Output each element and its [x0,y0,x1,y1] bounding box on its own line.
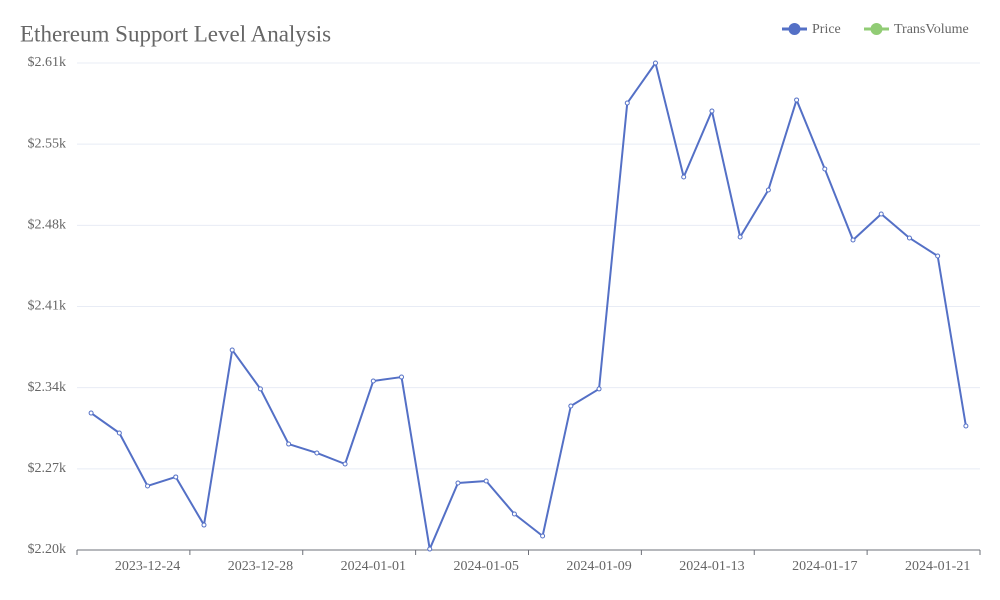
point [483,478,489,484]
x-tick-label: 2024-01-21 [905,559,970,574]
point [935,253,941,259]
point [963,423,969,429]
point [681,174,687,180]
point [427,546,433,552]
point [455,480,461,486]
point [173,474,179,480]
point [794,97,800,103]
x-tick-label: 2023-12-28 [228,559,293,574]
point [540,533,546,539]
y-tick-label: $2.61k [28,55,67,70]
point [257,386,263,392]
point [652,60,658,66]
point [511,511,517,517]
point [116,430,122,436]
point [370,378,376,384]
line [90,62,967,551]
point [399,374,405,380]
point [709,108,715,114]
point [286,441,292,447]
point [624,100,630,106]
x-tick-label: 2024-01-17 [792,559,857,574]
x-tick-label: 2024-01-05 [454,559,519,574]
x-tick-label: 2024-01-13 [679,559,744,574]
legend-label: Price [812,22,841,37]
legend-label: TransVolume [894,22,969,37]
point [314,450,320,456]
point [822,166,828,172]
point [201,522,207,528]
y-tick-label: $2.20k [28,542,67,557]
x-tick-label: 2024-01-09 [566,559,631,574]
y-tick-label: $2.27k [28,461,67,476]
y-tick-label: $2.41k [28,299,67,314]
point [229,347,235,353]
point [145,483,151,489]
y-tick-label: $2.34k [28,380,67,395]
point [737,234,743,240]
point [596,386,602,392]
legend-marker [788,23,801,35]
y-tick-label: $2.55k [28,136,67,151]
legend-marker [870,23,883,35]
point [850,237,856,243]
x-tick-label: 2024-01-01 [341,559,406,574]
y-tick-label: $2.48k [28,218,67,233]
point [342,461,348,467]
point [878,211,884,217]
point [765,187,771,193]
point [568,403,574,409]
point [88,410,94,416]
chart-title: Ethereum Support Level Analysis [20,21,331,46]
x-tick-label: 2023-12-24 [115,559,180,574]
point [906,235,912,241]
